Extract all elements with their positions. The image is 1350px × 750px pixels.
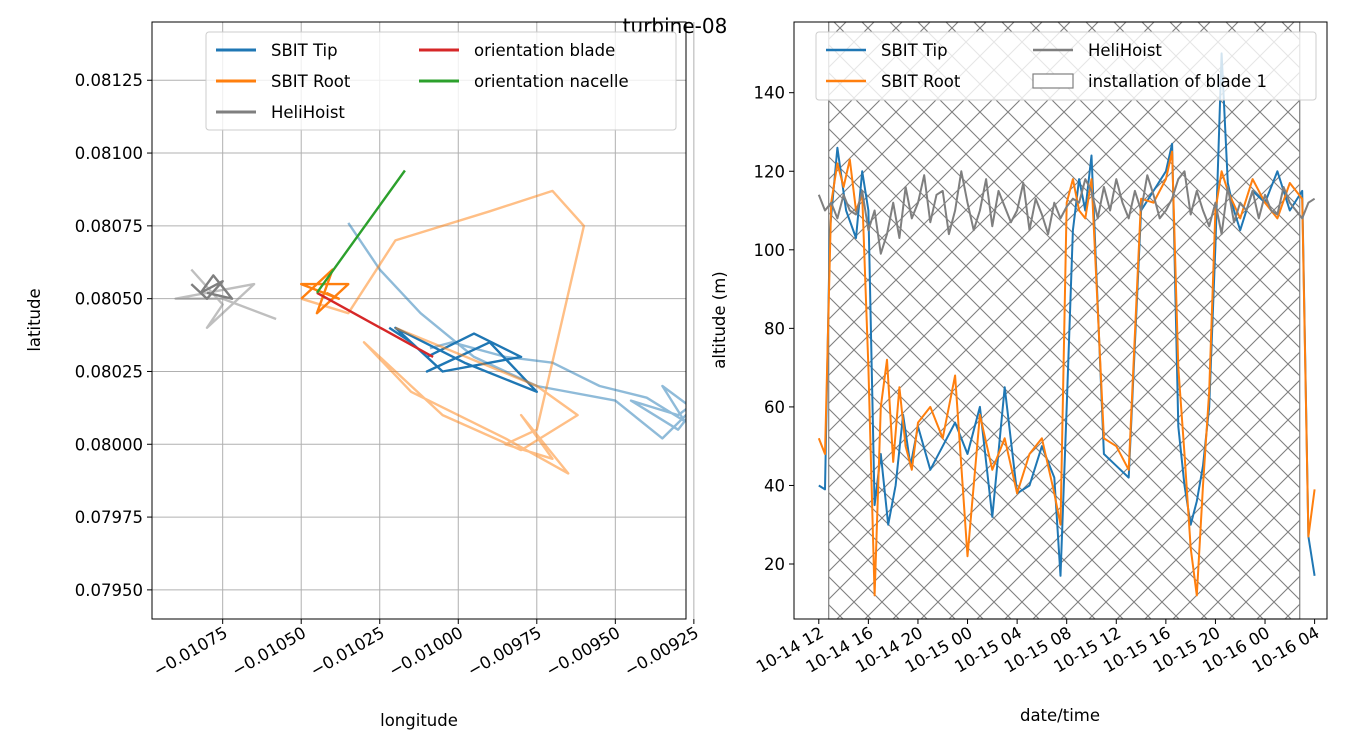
legend-box [815, 31, 1317, 101]
y-tick-label: 100 [754, 241, 786, 260]
series-line-sbit-root [300, 189, 586, 475]
legend-label: orientation blade [474, 41, 615, 60]
x-axis-label: longitude [380, 711, 458, 730]
y-tick-label: 20 [764, 555, 785, 574]
y-tick-label: 0.08050 [75, 290, 143, 309]
y-axis-label: altitude (m) [710, 271, 729, 369]
legend: SBIT Tip SBIT Root HeliHoist orientation bl… [205, 31, 677, 131]
y-tick-label: 120 [754, 162, 786, 181]
x-axis-ticks: −0.01075−0.01050−0.01025−0.01000−0.00975… [150, 619, 702, 680]
y-axis-label: latitude [25, 288, 44, 351]
x-tick-label: −0.01025 [307, 623, 388, 680]
y-tick-label: 0.07950 [75, 581, 143, 600]
series-line-sbit-tip [347, 222, 686, 440]
x-tick-label: −0.01075 [150, 623, 231, 680]
series-line-helihoist [174, 268, 277, 329]
series-layer [817, 52, 1316, 597]
legend-label: orientation nacelle [474, 72, 629, 91]
legend: SBIT Tip SBIT Root HeliHoist installation o… [815, 31, 1317, 101]
y-axis-ticks: 20 40 60 80 100 120 140 [754, 84, 794, 574]
y-tick-label: 140 [754, 84, 786, 103]
series-line-sbit-tip [388, 326, 538, 393]
legend-label: HeliHoist [271, 103, 345, 122]
y-tick-label: 40 [764, 476, 785, 495]
legend-label: SBIT Tip [271, 41, 338, 60]
x-tick-label: −0.00975 [464, 623, 545, 680]
series-line-orientation-blade [316, 291, 434, 358]
legend-label: installation of blade 1 [1088, 72, 1267, 91]
x-tick-label: −0.00950 [543, 623, 624, 680]
legend-swatch [1032, 73, 1074, 89]
y-tick-label: 0.08125 [75, 71, 143, 90]
plot-frame [793, 21, 1328, 620]
series-line-helihoist [190, 274, 234, 300]
x-tick-label: −0.01050 [229, 623, 310, 680]
y-axis-ticks: 0.07950 0.07975 0.08000 0.08025 0.08050 0.080… [75, 71, 152, 600]
y-tick-label: 0.08000 [75, 435, 143, 454]
y-tick-label: 0.07975 [75, 508, 143, 527]
legend-label: HeliHoist [1088, 41, 1162, 60]
series-line-sbit-root [817, 150, 1316, 597]
series-line-orientation-nacelle [315, 169, 406, 294]
y-tick-label: 0.08100 [75, 144, 143, 163]
x-tick-label: −0.00925 [621, 623, 702, 680]
y-tick-label: 0.08075 [75, 217, 143, 236]
y-tick-label: 80 [764, 319, 785, 338]
y-tick-label: 60 [764, 398, 785, 417]
legend-label: SBIT Root [271, 72, 351, 91]
series-layer [174, 169, 686, 475]
series-line-helihoist [817, 170, 1316, 255]
x-axis-label: date/time [1020, 706, 1100, 725]
series-line-sbit-tip [818, 52, 1316, 577]
plot-frame [151, 21, 687, 620]
position-chart: −0.01075−0.01050−0.01025−0.01000−0.00975… [25, 21, 702, 730]
legend-label: SBIT Root [881, 72, 961, 91]
y-tick-label: 0.08025 [75, 362, 143, 381]
legend-label: SBIT Tip [881, 41, 948, 60]
x-tick-label: −0.01000 [386, 623, 467, 680]
